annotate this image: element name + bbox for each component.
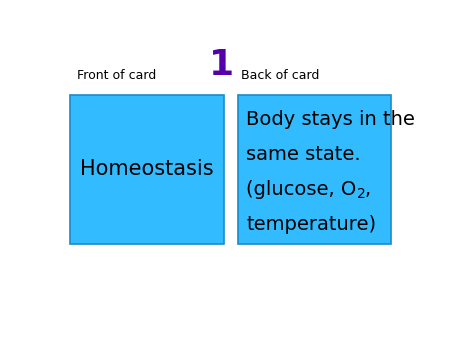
Text: ,: ,	[364, 180, 370, 199]
Text: 2: 2	[356, 187, 365, 201]
Text: same state.: same state.	[246, 145, 361, 164]
Text: Body stays in the: Body stays in the	[246, 110, 415, 128]
FancyBboxPatch shape	[238, 95, 391, 244]
Text: Front of card: Front of card	[77, 69, 157, 82]
Text: (glucose, O: (glucose, O	[246, 180, 356, 199]
FancyBboxPatch shape	[70, 95, 224, 244]
Text: Back of card: Back of card	[241, 69, 320, 82]
Text: Homeostasis: Homeostasis	[80, 160, 214, 179]
Text: 1: 1	[209, 48, 234, 82]
Text: temperature): temperature)	[246, 215, 377, 234]
